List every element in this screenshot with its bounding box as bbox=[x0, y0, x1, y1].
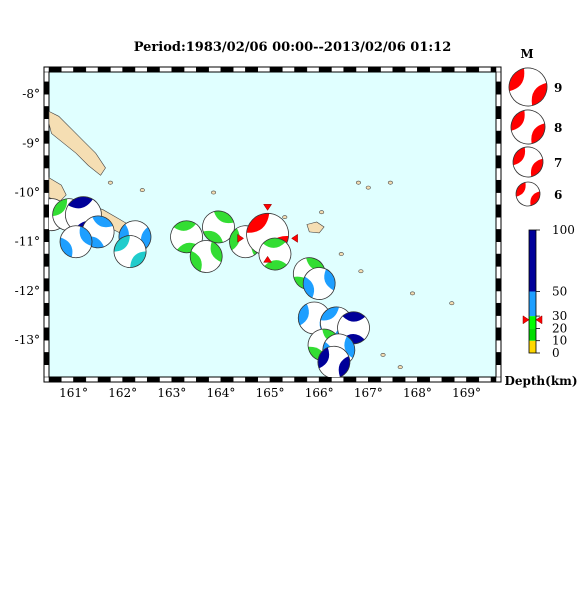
islet bbox=[380, 352, 386, 357]
event-highlight-marker bbox=[263, 204, 273, 211]
island-nendo bbox=[306, 221, 325, 234]
event-highlight-marker bbox=[263, 255, 273, 263]
islet bbox=[387, 180, 393, 185]
lon-tick-label: 161° bbox=[59, 386, 88, 400]
islet bbox=[107, 180, 113, 185]
lon-tick-label: 162° bbox=[108, 386, 137, 400]
lon-tick-label: 165° bbox=[256, 386, 285, 400]
magnitude-legend: M 9 8 7 6 bbox=[508, 47, 562, 207]
islet bbox=[355, 180, 361, 185]
islet bbox=[211, 190, 217, 195]
depth-tick-label: 0 bbox=[552, 346, 560, 360]
depth-tick-label: 100 bbox=[552, 223, 575, 237]
depth-color-band bbox=[529, 340, 536, 353]
lat-tick-label: -13° bbox=[15, 333, 40, 347]
focal-mechanism-event bbox=[170, 220, 203, 254]
islet bbox=[365, 185, 371, 190]
depth-color-band bbox=[529, 291, 536, 317]
lat-tick-label: -12° bbox=[15, 284, 40, 298]
lon-tick-label: 168° bbox=[403, 386, 432, 400]
lon-tick-label: 164° bbox=[206, 386, 235, 400]
magnitude-legend-title: M bbox=[520, 47, 533, 61]
lat-tick-label: -11° bbox=[15, 235, 40, 249]
island-guadalcanal bbox=[48, 177, 67, 203]
event-highlight-marker bbox=[237, 233, 245, 243]
depth-color-band bbox=[529, 230, 536, 292]
islet bbox=[409, 291, 415, 296]
magnitude-legend-label: 9 bbox=[554, 81, 562, 95]
depth-tick-label: 20 bbox=[552, 321, 567, 335]
focal-mechanism-event bbox=[302, 267, 336, 300]
depth-scale-label: Depth(km) bbox=[504, 374, 577, 388]
depth-marker-left bbox=[522, 315, 530, 325]
islet bbox=[319, 210, 325, 215]
depth-marker-right bbox=[535, 315, 543, 325]
magnitude-legend-ball bbox=[512, 146, 544, 178]
magnitude-legend-ball bbox=[515, 181, 541, 207]
magnitude-legend-label: 6 bbox=[554, 188, 562, 202]
lon-tick-label: 167° bbox=[354, 386, 383, 400]
depth-color-band bbox=[529, 328, 536, 341]
islet bbox=[282, 215, 288, 220]
map-title: Period:1983/02/06 00:00--2013/02/06 01:1… bbox=[133, 40, 452, 55]
islet bbox=[358, 269, 364, 274]
focal-mechanism-event bbox=[59, 225, 93, 259]
focal-mechanism-event bbox=[317, 345, 351, 377]
islet bbox=[397, 365, 403, 370]
magnitude-legend-label: 8 bbox=[554, 121, 562, 135]
lon-tick-label: 169° bbox=[452, 386, 481, 400]
focal-mechanism-event bbox=[189, 240, 223, 273]
islet bbox=[139, 188, 145, 192]
magnitude-legend-ball bbox=[510, 109, 546, 145]
depth-color-band bbox=[529, 316, 536, 329]
lat-tick-label: -8° bbox=[22, 87, 40, 101]
depth-tick-label: 50 bbox=[552, 285, 567, 299]
lon-tick-label: 166° bbox=[305, 386, 334, 400]
focal-mechanism-event bbox=[202, 210, 235, 244]
focal-mechanisms bbox=[49, 196, 370, 377]
islet bbox=[338, 252, 344, 256]
event-highlight-marker bbox=[291, 233, 298, 243]
magnitude-legend-label: 7 bbox=[554, 156, 562, 170]
magnitude-legend-ball bbox=[508, 67, 548, 107]
lat-tick-label: -10° bbox=[15, 186, 40, 200]
lat-tick-label: -9° bbox=[22, 136, 40, 150]
islet bbox=[449, 301, 455, 306]
focal-mechanism-event bbox=[113, 235, 147, 268]
island-malaita bbox=[48, 110, 106, 176]
depth-tick-label: 30 bbox=[552, 309, 567, 323]
lon-tick-label: 163° bbox=[157, 386, 186, 400]
depth-tick-label: 10 bbox=[552, 334, 567, 348]
